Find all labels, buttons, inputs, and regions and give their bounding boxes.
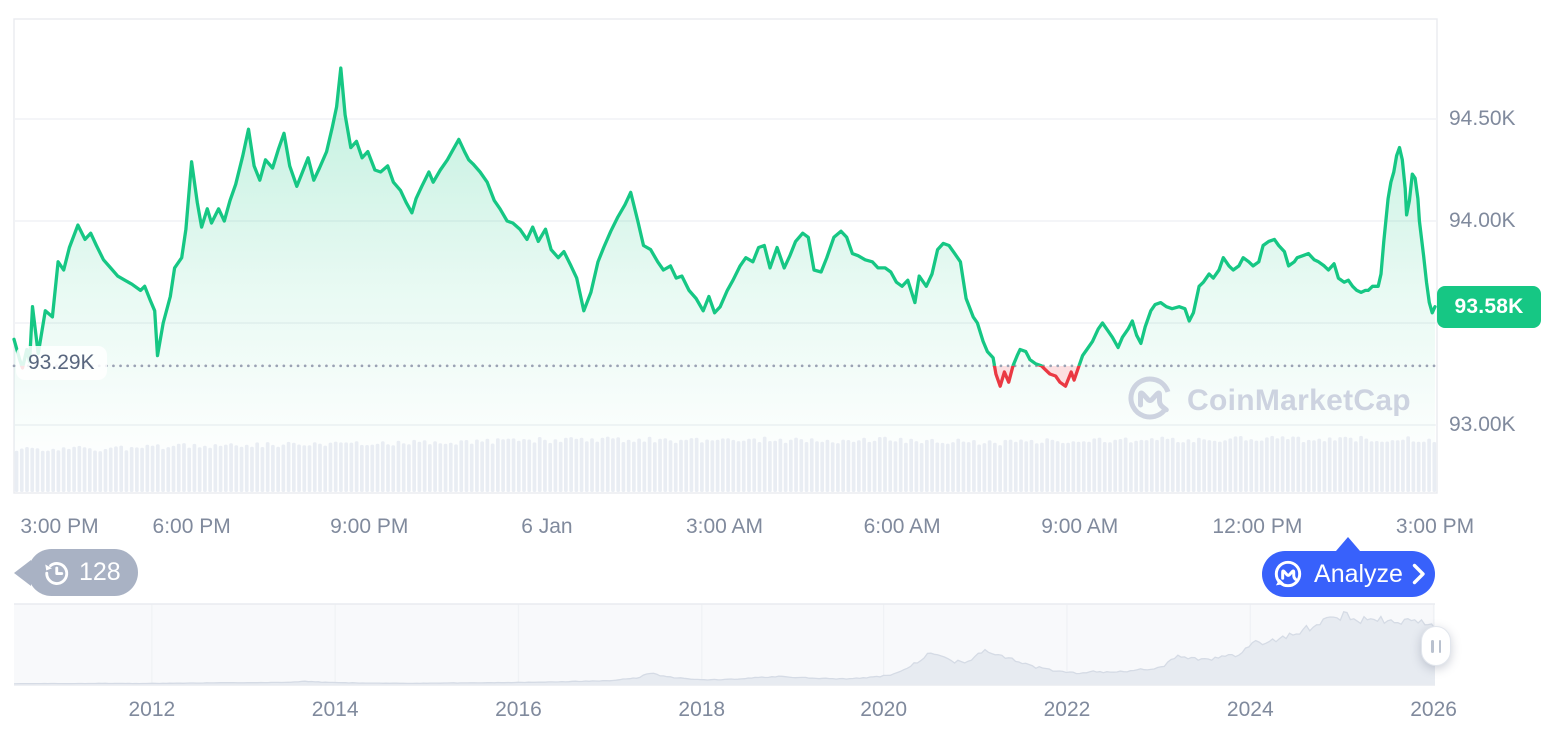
- chevron-right-icon: [1412, 563, 1426, 585]
- navigator-year-label: 2026: [1410, 698, 1457, 721]
- x-tick-label: 12:00 PM: [1212, 515, 1303, 538]
- x-tick-label: 6 Jan: [521, 515, 573, 538]
- badge-pill: 128: [28, 549, 138, 596]
- x-tick-label: 3:00 AM: [685, 515, 764, 538]
- navigator-year-label: 2024: [1226, 698, 1274, 721]
- x-tick-label: 6:00 AM: [863, 515, 941, 538]
- badge-left-arrow: [14, 559, 31, 586]
- navigator-year-label: 2016: [495, 698, 542, 721]
- history-clock-icon: [41, 558, 71, 588]
- navigator-year-label: 2012: [128, 698, 176, 721]
- watermark: CoinMarketCap: [1126, 374, 1411, 427]
- navigator-handle[interactable]: [1421, 626, 1451, 666]
- x-tick-label: 9:00 PM: [330, 515, 409, 538]
- y-tick-label: 93.00K: [1449, 413, 1516, 436]
- watermark-text: CoinMarketCap: [1187, 383, 1411, 417]
- navigator-year-label: 2022: [1043, 698, 1091, 721]
- y-tick-label: 94.00K: [1449, 209, 1516, 232]
- navigator-year-label: 2014: [311, 698, 359, 721]
- y-tick-label: 94.50K: [1449, 107, 1516, 130]
- handle-grip-bar: [1431, 639, 1434, 653]
- coinmarketcap-bubble-icon: [1271, 557, 1305, 591]
- x-tick-label: 6:00 PM: [152, 515, 231, 538]
- history-count: 128: [79, 558, 121, 586]
- navigator-scrubber[interactable]: [14, 604, 1435, 685]
- x-tick-label: 9:00 AM: [1041, 515, 1119, 538]
- baseline-price-label: 93.29K: [16, 346, 107, 380]
- coinmarketcap-logo-icon: [1126, 374, 1174, 427]
- navigator-year-label: 2018: [678, 698, 726, 721]
- x-tick-label: 3:00 PM: [20, 515, 99, 538]
- current-price-badge: 93.58K: [1437, 286, 1541, 328]
- x-tick-label: 3:00 PM: [1395, 515, 1475, 538]
- history-replay-badge[interactable]: 128: [14, 549, 138, 596]
- analyze-label: Analyze: [1314, 559, 1403, 588]
- handle-grip-bar: [1438, 639, 1441, 653]
- navigator-year-label: 2020: [860, 698, 907, 721]
- analyze-pointer-triangle: [1336, 537, 1360, 551]
- analyze-button[interactable]: Analyze: [1262, 551, 1435, 597]
